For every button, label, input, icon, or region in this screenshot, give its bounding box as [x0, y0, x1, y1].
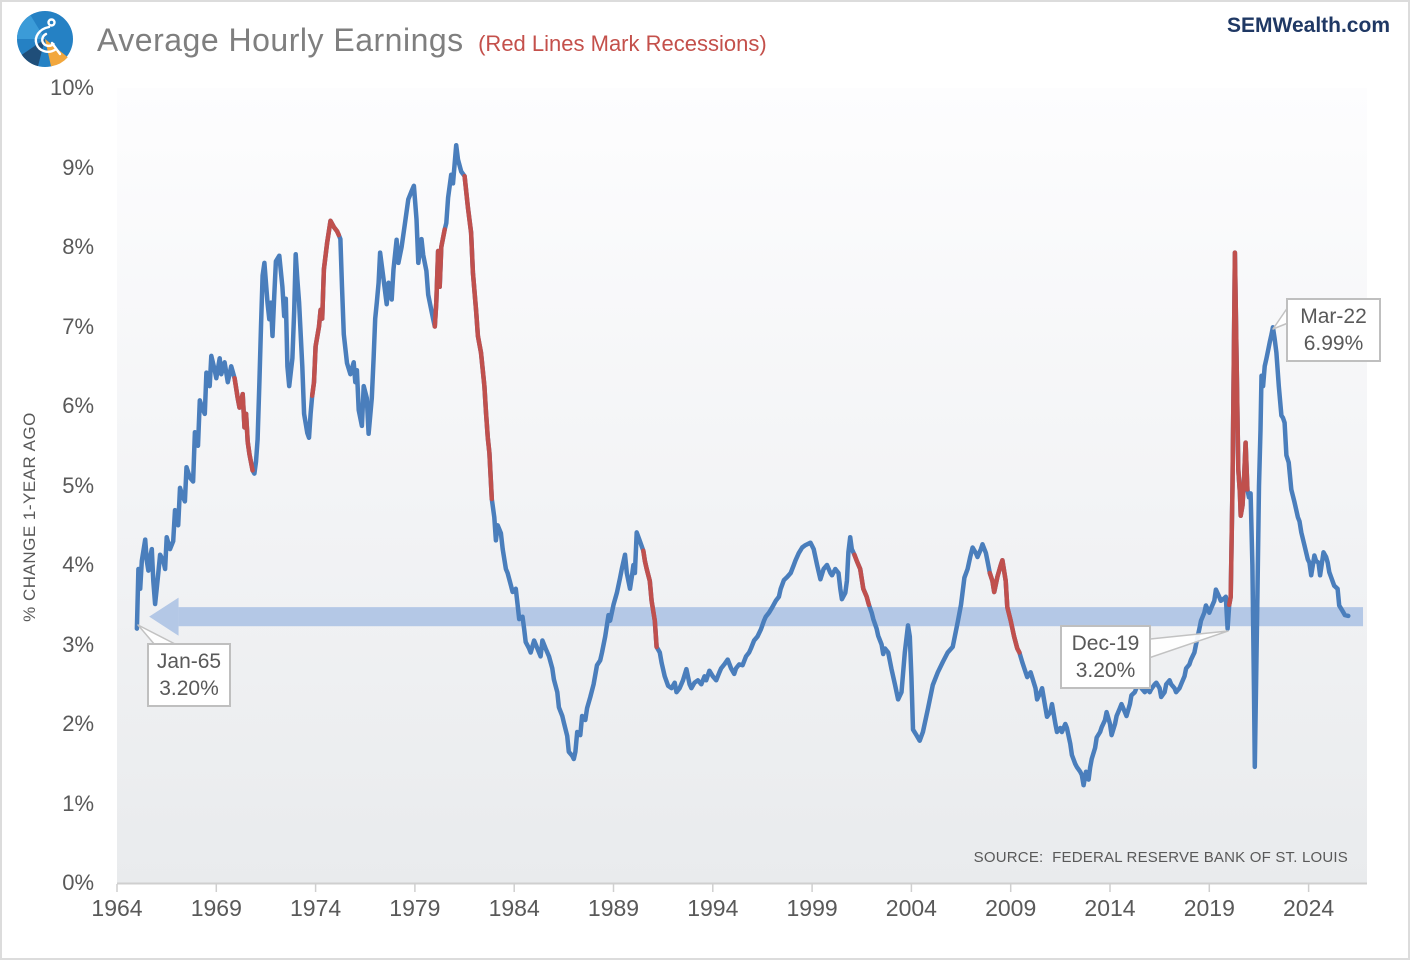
x-tick-label: 1989 — [587, 895, 640, 921]
y-tick-label: 0% — [62, 870, 94, 895]
callout-mar22: Mar-22 6.99% — [1286, 298, 1381, 362]
x-tick-label: 1964 — [91, 895, 143, 921]
sem-logo-icon — [17, 11, 73, 67]
callout-mar22-value: 6.99% — [1303, 332, 1364, 355]
y-tick-label: 10% — [49, 75, 94, 100]
y-tick-label: 2% — [62, 711, 94, 736]
page-title: Average Hourly Earnings — [97, 22, 464, 58]
x-tick-label: 2024 — [1283, 895, 1335, 921]
callout-dec19-value: 3.20% — [1075, 659, 1136, 682]
y-tick-label: 5% — [62, 472, 94, 498]
y-tick-label: 3% — [62, 631, 94, 657]
y-tick-label: 6% — [62, 393, 94, 418]
source-note: SOURCE: FEDERAL RESERVE BANK OF ST. LOUI… — [973, 849, 1348, 866]
plot-area — [117, 88, 1367, 883]
x-tick-label: 1999 — [786, 895, 838, 921]
x-tick-label: 2014 — [1084, 895, 1136, 921]
sem-logo — [16, 10, 74, 68]
x-tick-label: 2004 — [885, 895, 937, 921]
y-tick-label: 4% — [62, 552, 94, 577]
x-tick-label: 1969 — [190, 895, 242, 921]
title-row: Average Hourly Earnings (Red Lines Mark … — [97, 22, 767, 59]
callout-dec19-date: Dec-19 — [1071, 632, 1140, 655]
x-tick-label: 1984 — [488, 895, 540, 921]
x-tick-label: 2009 — [985, 895, 1037, 921]
callout-jan65-value: 3.20% — [159, 677, 219, 700]
page-subtitle: (Red Lines Mark Recessions) — [478, 31, 767, 56]
callout-mar22-date: Mar-22 — [1300, 305, 1367, 328]
x-tick-label: 2019 — [1183, 895, 1235, 921]
callout-dec19: Dec-19 3.20% — [1060, 625, 1151, 689]
callout-jan65-date: Jan-65 — [156, 650, 222, 673]
data-series — [134, 142, 1351, 788]
x-tick-label: 1979 — [389, 895, 441, 921]
x-tick-label: 1994 — [687, 895, 739, 921]
y-tick-label: 1% — [62, 790, 94, 816]
brand-text: SEMWealth.com — [1227, 14, 1390, 37]
benchmark-band-arrow — [149, 597, 1364, 636]
y-tick-label: 8% — [62, 234, 94, 259]
y-tick-label: 7% — [62, 313, 94, 339]
callout-jan65: Jan-65 3.20% — [147, 643, 231, 707]
x-tick-label: 1974 — [290, 895, 342, 921]
y-tick-label: 9% — [62, 154, 94, 180]
x-axis — [116, 882, 1367, 892]
